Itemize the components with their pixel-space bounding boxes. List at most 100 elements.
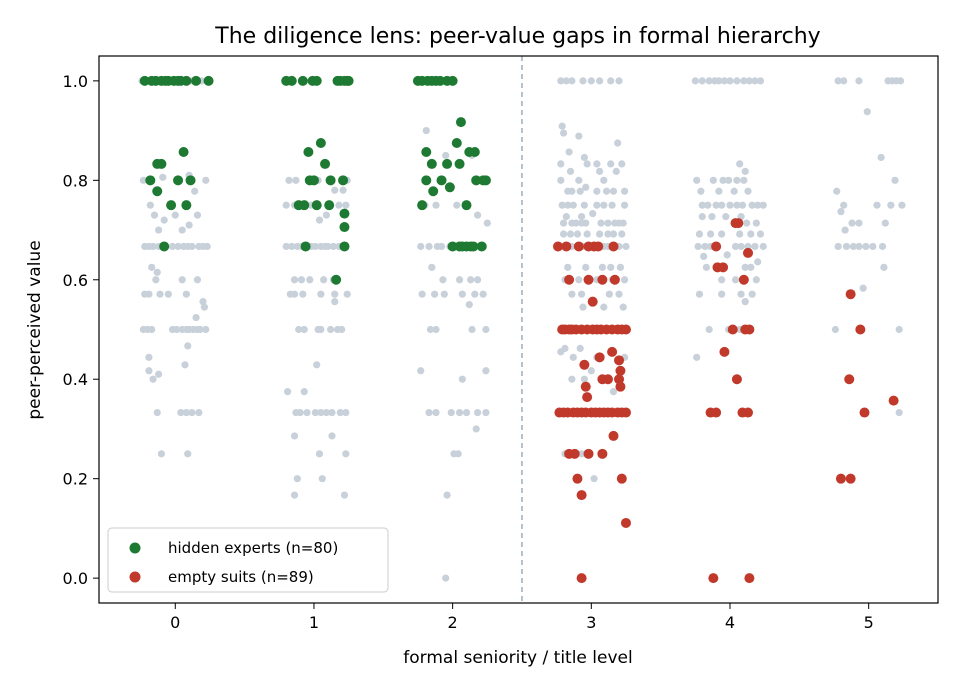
background-point [566,230,575,238]
background-point [182,408,190,417]
background-point [841,226,849,234]
background-point [880,263,888,271]
hidden-expert-point [447,75,458,86]
hidden-expert-point [447,241,458,252]
empty-suit-point [835,473,846,484]
hidden-expert-point [468,241,479,252]
background-point [731,276,740,284]
background-point [153,268,161,276]
background-point [724,176,733,184]
background-point [614,139,622,147]
background-point [834,77,842,85]
background-point [695,290,704,298]
empty-suit-point [859,407,870,418]
background-point [582,263,590,271]
background-point [483,219,491,227]
background-point [718,230,726,238]
background-point [577,450,586,458]
background-point [752,276,760,284]
background-point [580,201,588,209]
hidden-expert-point [325,175,336,186]
background-point [292,176,300,184]
background-point [618,160,626,168]
background-point [453,201,461,209]
background-point [698,77,706,85]
background-point [895,325,903,334]
background-point [422,126,430,135]
background-point [598,263,607,271]
background-point [618,230,626,238]
background-point [718,290,726,298]
empty-suit-point [576,573,587,584]
background-point [153,408,161,417]
background-point [737,242,745,251]
background-point [895,408,903,417]
background-point [559,230,568,238]
x-tick-label: 2 [448,613,458,632]
background-point [458,290,466,298]
background-point [326,325,335,334]
background-point [311,408,319,417]
background-point [605,290,613,298]
empty-suit-point [597,274,608,285]
background-point [715,77,723,85]
background-point [695,230,704,238]
background-point [295,325,303,334]
background-point [335,201,343,209]
empty-suit-point [744,324,755,335]
hidden-expert-point [173,175,184,186]
x-tick-label: 5 [864,613,874,632]
hidden-expert-point [315,138,326,149]
background-point [342,201,350,209]
background-point [619,303,627,311]
background-point [202,176,210,184]
background-point [855,219,863,227]
empty-suit-point [718,262,729,273]
hidden-expert-point [426,158,437,169]
background-point [726,201,734,209]
background-point [200,303,208,311]
background-point [575,132,583,140]
hidden-expert-point [339,208,350,219]
background-point [600,303,608,311]
empty-suit-point [620,517,631,528]
empty-suit-point [572,473,583,484]
legend-label-empty-suits: empty suits (n=89) [168,568,314,586]
background-point [583,230,591,238]
background-point [730,187,738,195]
background-point [454,450,462,458]
background-point [181,361,189,369]
background-point [174,242,182,251]
background-point [148,325,156,334]
background-point [754,258,762,266]
background-point [168,242,177,251]
background-point [564,201,572,209]
hidden-expert-point [181,200,192,211]
background-point [564,263,572,271]
empty-suit-point [597,448,608,459]
empty-suit-point [743,247,754,258]
background-point [331,298,339,306]
background-point [322,211,331,219]
empty-suit-point [711,407,722,418]
background-point [185,221,193,229]
y-tick-label: 0.2 [63,470,88,489]
background-point [604,230,612,238]
background-point [718,201,726,209]
background-point [736,160,744,168]
legend-marker-hidden-experts [129,542,141,554]
background-point [329,242,337,251]
background-point [139,176,147,184]
background-point [837,208,845,216]
background-point [297,276,306,284]
background-point [160,216,168,224]
background-point [145,290,153,298]
empty-suit-point [594,352,605,363]
background-point [887,201,895,209]
background-point [569,201,577,209]
background-point [834,242,842,251]
background-point [202,325,210,334]
background-point [694,242,702,251]
hidden-expert-point [435,75,446,86]
background-point [896,77,905,85]
